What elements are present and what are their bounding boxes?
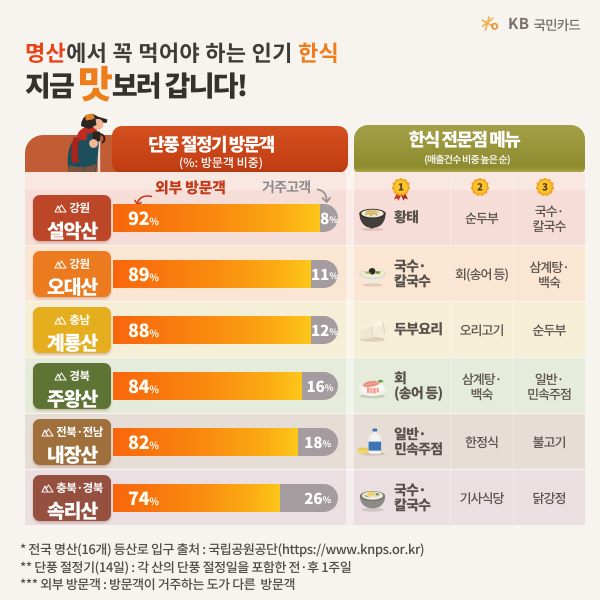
svg-text:3: 3 <box>542 180 548 194</box>
svg-text:1: 1 <box>398 180 404 194</box>
svg-text:2: 2 <box>477 180 483 194</box>
